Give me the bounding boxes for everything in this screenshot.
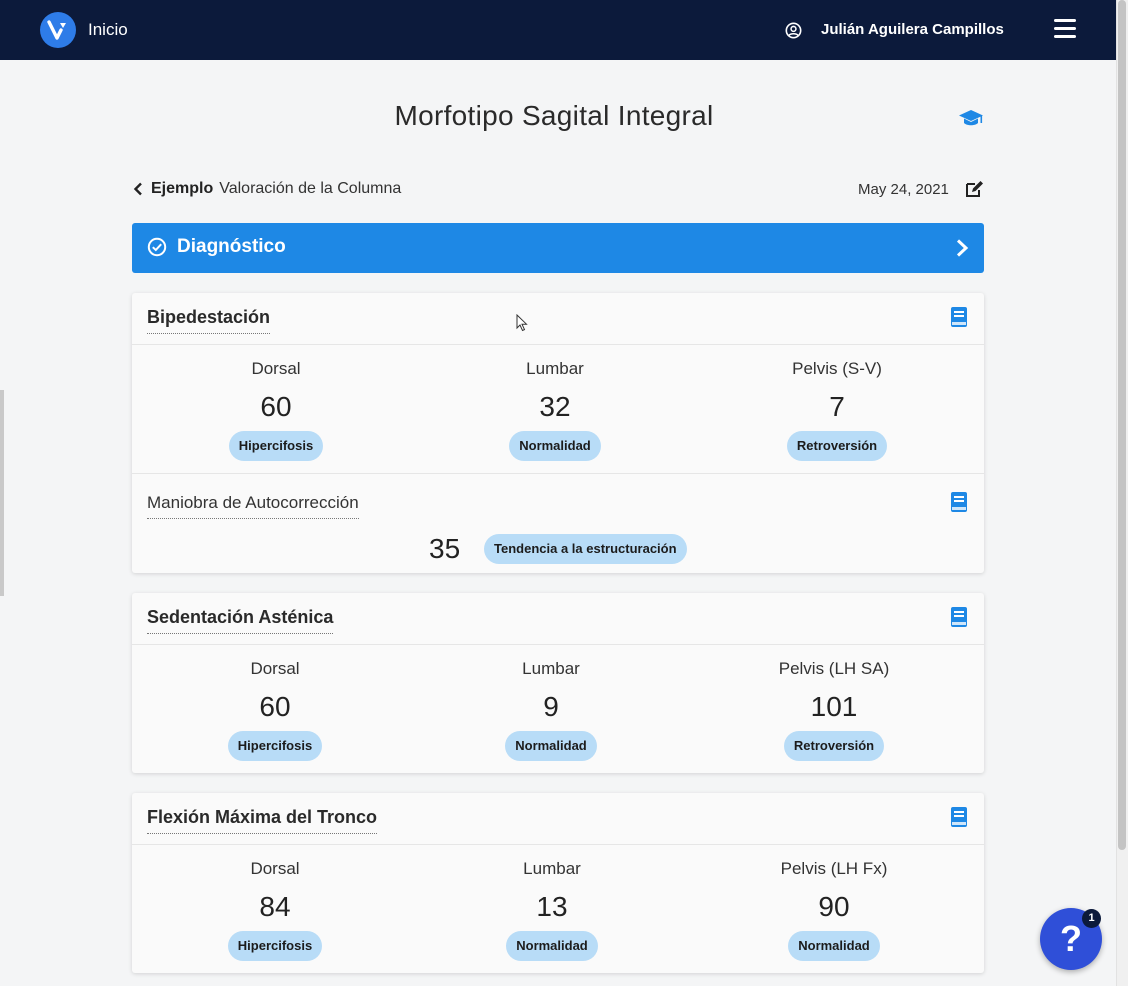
card-title[interactable]: Bipedestación xyxy=(147,307,271,334)
metric-label: Pelvis (S-V) xyxy=(792,359,882,378)
book-icon[interactable] xyxy=(950,306,968,328)
mouse-cursor-icon xyxy=(516,314,528,332)
check-circle-icon xyxy=(147,237,167,257)
metric-label: Dorsal xyxy=(250,859,300,878)
user-name[interactable]: Julián Aguilera Campillos xyxy=(821,21,1004,38)
edit-icon[interactable] xyxy=(965,180,984,198)
metric-value: 60 xyxy=(259,691,291,722)
metric-value: 7 xyxy=(829,391,845,422)
card-title[interactable]: Sedentación Asténica xyxy=(147,607,334,634)
metric-label: Pelvis (LH Fx) xyxy=(780,859,888,878)
book-icon[interactable] xyxy=(950,806,968,828)
metric-value: 9 xyxy=(543,691,559,722)
metric-dorsal: Dorsal 60 Hipercifosis xyxy=(176,359,376,461)
status-badge: Normalidad xyxy=(509,431,601,461)
assessment-date: May 24, 2021 xyxy=(858,181,949,198)
page-title: Morfotipo Sagital Integral xyxy=(394,100,714,131)
status-badge: Hipercifosis xyxy=(227,931,323,961)
logo-v-icon xyxy=(47,20,66,40)
status-badge: Retroversión xyxy=(786,431,888,461)
metric-value: 90 xyxy=(818,891,850,922)
notification-badge: 1 xyxy=(1082,909,1101,928)
chevron-left-icon[interactable] xyxy=(133,182,143,196)
correction-title[interactable]: Maniobra de Autocorrección xyxy=(147,493,359,519)
metric-pelvis: Pelvis (LH Fx) 90 Normalidad xyxy=(734,859,934,961)
book-icon[interactable] xyxy=(950,491,968,513)
top-navbar: Inicio Julián Aguilera Campillos xyxy=(0,0,1116,60)
metric-value: 101 xyxy=(810,691,858,722)
breadcrumb-bold[interactable]: Ejemplo xyxy=(151,180,214,197)
metric-pelvis: Pelvis (S-V) 7 Retroversión xyxy=(737,359,937,461)
user-circle-icon[interactable] xyxy=(785,22,802,39)
divider xyxy=(132,344,984,345)
help-button[interactable]: ? xyxy=(1040,908,1102,970)
card-flexion-maxima: Flexión Máxima del Tronco Dorsal 84 Hipe… xyxy=(132,793,984,973)
diagnosis-label: Diagnóstico xyxy=(177,236,286,257)
card-sedentacion-astenica: Sedentación Asténica Dorsal 60 Hipercifo… xyxy=(132,593,984,773)
status-badge: Hipercifosis xyxy=(227,731,323,761)
status-badge: Normalidad xyxy=(788,931,880,961)
metric-dorsal: Dorsal 60 Hipercifosis xyxy=(175,659,375,761)
metric-label: Dorsal xyxy=(251,359,301,378)
nav-home-link[interactable]: Inicio xyxy=(88,20,128,39)
scrollbar-thumb[interactable] xyxy=(1118,0,1126,850)
graduation-cap-icon[interactable] xyxy=(958,108,984,128)
metric-pelvis: Pelvis (LH SA) 101 Retroversión xyxy=(734,659,934,761)
status-badge: Hipercifosis xyxy=(228,431,324,461)
status-badge: Normalidad xyxy=(506,931,598,961)
divider xyxy=(132,844,984,845)
divider xyxy=(132,644,984,645)
status-badge: Retroversión xyxy=(783,731,885,761)
side-handle[interactable] xyxy=(0,390,4,596)
breadcrumb-text[interactable]: Valoración de la Columna xyxy=(219,180,402,197)
breadcrumb[interactable]: Ejemplo Valoración de la Columna xyxy=(133,180,401,198)
metric-label: Pelvis (LH SA) xyxy=(778,659,890,678)
metric-label: Lumbar xyxy=(526,359,584,378)
metric-lumbar: Lumbar 32 Normalidad xyxy=(455,359,655,461)
chevron-right-icon[interactable] xyxy=(955,238,969,258)
card-bipedestacion: Bipedestación Dorsal 60 Hipercifosis Lum… xyxy=(132,293,984,573)
card-title[interactable]: Flexión Máxima del Tronco xyxy=(147,807,378,834)
status-badge: Normalidad xyxy=(505,731,597,761)
metric-value: 13 xyxy=(536,891,568,922)
metric-lumbar: Lumbar 13 Normalidad xyxy=(452,859,652,961)
question-mark-icon: ? xyxy=(1060,918,1082,959)
correction-value: 35 xyxy=(429,533,461,564)
metric-label: Dorsal xyxy=(250,659,300,678)
metric-lumbar: Lumbar 9 Normalidad xyxy=(451,659,651,761)
app-logo[interactable] xyxy=(40,12,76,48)
book-icon[interactable] xyxy=(950,606,968,628)
diagnosis-bar[interactable]: Diagnóstico xyxy=(132,223,984,273)
metric-value: 84 xyxy=(259,891,291,922)
metric-label: Lumbar xyxy=(523,859,581,878)
metric-value: 32 xyxy=(539,391,571,422)
hamburger-menu-icon[interactable] xyxy=(1054,19,1076,39)
correction-badge: Tendencia a la estructuración xyxy=(484,534,687,564)
metric-dorsal: Dorsal 84 Hipercifosis xyxy=(175,859,375,961)
metric-label: Lumbar xyxy=(522,659,580,678)
metric-value: 60 xyxy=(260,391,292,422)
divider xyxy=(132,473,984,474)
